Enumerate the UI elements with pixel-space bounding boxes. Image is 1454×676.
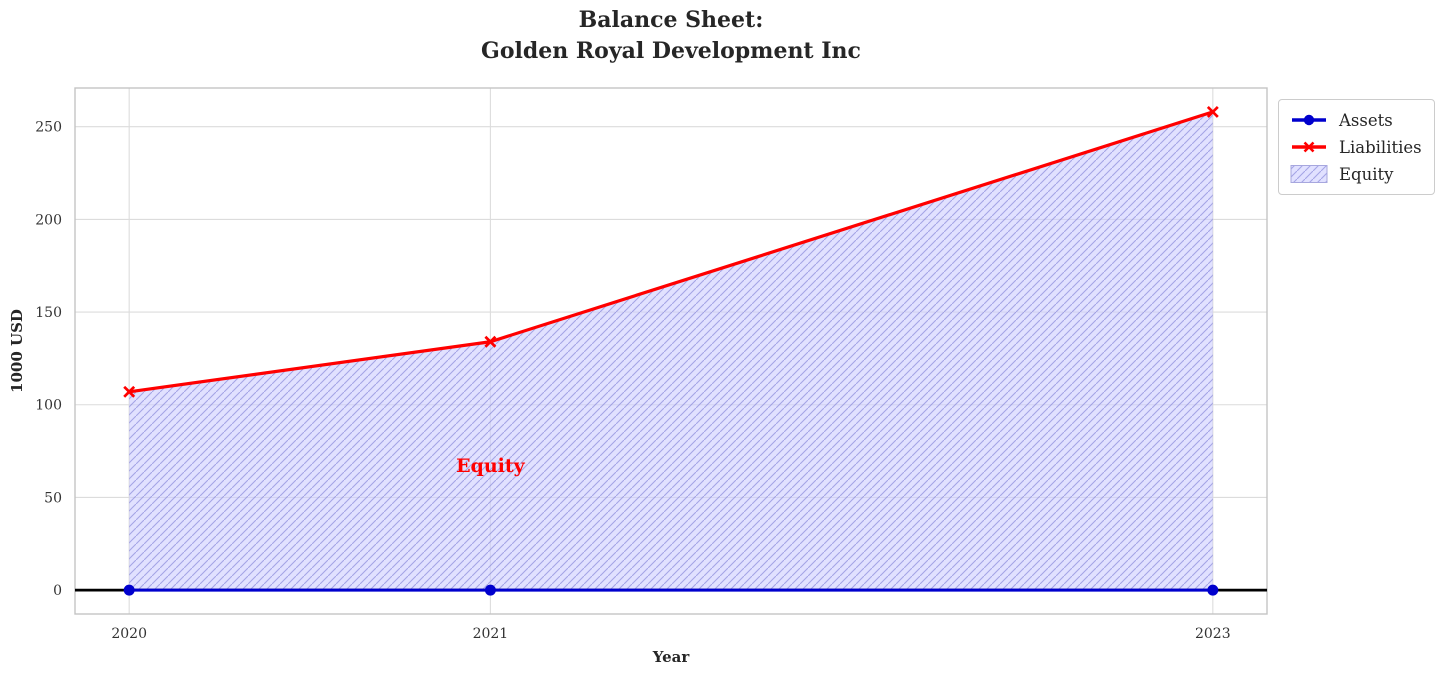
liabilities-marker-2023 — [1206, 105, 1219, 118]
plot-border — [74, 87, 1268, 615]
chart-series — [75, 105, 1267, 596]
legend-item-assets: Assets — [1289, 109, 1422, 131]
y-tick-250: 250 — [35, 120, 62, 136]
assets-marker-2020 — [123, 584, 135, 596]
legend-item-liabilities: Liabilities — [1289, 136, 1422, 158]
legend-label-equity: Equity — [1339, 164, 1394, 184]
legend-label-assets: Assets — [1339, 110, 1393, 130]
assets-marker-2021 — [484, 584, 496, 596]
x-tick-2021: 2021 — [473, 626, 509, 642]
liabilities-marker-2021 — [484, 335, 497, 348]
liabilities-marker-2020 — [123, 385, 136, 398]
y-tick-100: 100 — [35, 398, 62, 414]
equity-hatch-icon — [1290, 165, 1328, 183]
legend: Assets Liabilities Equity — [1278, 99, 1435, 195]
equity-annotation: Equity — [456, 454, 525, 477]
legend-item-equity: Equity — [1289, 163, 1422, 185]
x-tick-2023: 2023 — [1195, 626, 1231, 642]
y-axis-label: 1000 USD — [8, 309, 26, 393]
axis-tick-labels: 0 50 100 150 200 250 2020 2021 2023 — [35, 120, 1230, 642]
assets-line-icon — [1292, 114, 1326, 126]
chart-title: Balance Sheet: Golden Royal Development … — [481, 7, 861, 64]
liabilities-line-icon — [1292, 141, 1326, 153]
assets-marker-2023 — [1207, 584, 1219, 596]
x-tick-2020: 2020 — [111, 626, 147, 642]
equity-area — [129, 111, 1213, 591]
y-tick-0: 0 — [53, 583, 62, 599]
y-tick-200: 200 — [35, 212, 62, 228]
x-axis-label: Year — [652, 648, 690, 666]
y-tick-50: 50 — [44, 490, 62, 506]
legend-label-liabilities: Liabilities — [1339, 137, 1422, 157]
y-tick-150: 150 — [35, 305, 62, 321]
